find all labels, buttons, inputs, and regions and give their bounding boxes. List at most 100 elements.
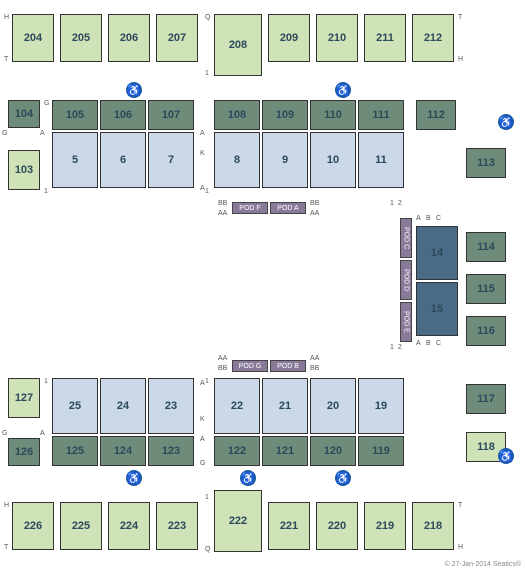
row-label: G (200, 460, 205, 467)
row-label: 1 (390, 200, 394, 207)
section-204[interactable]: 204 (12, 14, 54, 62)
section-106[interactable]: 106 (100, 100, 146, 130)
section-21[interactable]: 21 (262, 378, 308, 434)
pod-pod-g[interactable]: POD G (232, 360, 268, 372)
row-label: Q (205, 14, 210, 21)
section-112[interactable]: 112 (416, 100, 456, 130)
row-label: 2 (398, 344, 402, 351)
section-114[interactable]: 114 (466, 232, 506, 262)
pod-pod-b[interactable]: POD B (270, 360, 306, 372)
row-label: H (4, 502, 9, 509)
row-label: C (436, 215, 441, 222)
seating-chart: 2042052062072082092102112121041031051061… (0, 0, 525, 570)
section-220[interactable]: 220 (316, 502, 358, 550)
section-224[interactable]: 224 (108, 502, 150, 550)
row-label: H (458, 56, 463, 63)
section-115[interactable]: 115 (466, 274, 506, 304)
row-label: A (40, 430, 45, 437)
row-label: BB (310, 200, 319, 207)
section-122[interactable]: 122 (214, 436, 260, 466)
section-109[interactable]: 109 (262, 100, 308, 130)
section-117[interactable]: 117 (466, 384, 506, 414)
pod-pod-c[interactable]: POD C (400, 218, 412, 258)
section-125[interactable]: 125 (52, 436, 98, 466)
row-label: AA (310, 210, 319, 217)
section-19[interactable]: 19 (358, 378, 404, 434)
wheelchair-icon: ♿ (335, 470, 351, 486)
section-104[interactable]: 104 (8, 100, 40, 128)
section-24[interactable]: 24 (100, 378, 146, 434)
section-5[interactable]: 5 (52, 132, 98, 188)
copyright: © 27-Jan-2014 Seatics® (445, 561, 521, 568)
pod-pod-e[interactable]: POD E (400, 302, 412, 342)
section-14[interactable]: 14 (416, 226, 458, 280)
section-210[interactable]: 210 (316, 14, 358, 62)
section-20[interactable]: 20 (310, 378, 356, 434)
section-25[interactable]: 25 (52, 378, 98, 434)
section-121[interactable]: 121 (262, 436, 308, 466)
section-107[interactable]: 107 (148, 100, 194, 130)
section-126[interactable]: 126 (8, 438, 40, 466)
section-22[interactable]: 22 (214, 378, 260, 434)
row-label: G (44, 100, 49, 107)
row-label: T (458, 502, 462, 509)
section-219[interactable]: 219 (364, 502, 406, 550)
wheelchair-icon: ♿ (335, 82, 351, 98)
section-221[interactable]: 221 (268, 502, 310, 550)
section-211[interactable]: 211 (364, 14, 406, 62)
section-103[interactable]: 103 (8, 150, 40, 190)
section-222[interactable]: 222 (214, 490, 262, 552)
row-label: A (416, 215, 421, 222)
pod-pod-f[interactable]: POD F (232, 202, 268, 214)
section-225[interactable]: 225 (60, 502, 102, 550)
section-7[interactable]: 7 (148, 132, 194, 188)
row-label: 1 (390, 344, 394, 351)
section-110[interactable]: 110 (310, 100, 356, 130)
section-11[interactable]: 11 (358, 132, 404, 188)
row-label: 2 (398, 200, 402, 207)
section-124[interactable]: 124 (100, 436, 146, 466)
section-119[interactable]: 119 (358, 436, 404, 466)
section-23[interactable]: 23 (148, 378, 194, 434)
section-6[interactable]: 6 (100, 132, 146, 188)
section-207[interactable]: 207 (156, 14, 198, 62)
section-218[interactable]: 218 (412, 502, 454, 550)
pod-pod-d[interactable]: POD D (400, 260, 412, 300)
section-9[interactable]: 9 (262, 132, 308, 188)
section-123[interactable]: 123 (148, 436, 194, 466)
pod-pod-a[interactable]: POD A (270, 202, 306, 214)
row-label: AA (310, 355, 319, 362)
section-208[interactable]: 208 (214, 14, 262, 76)
section-205[interactable]: 205 (60, 14, 102, 62)
section-15[interactable]: 15 (416, 282, 458, 336)
row-label: AA (218, 210, 227, 217)
section-209[interactable]: 209 (268, 14, 310, 62)
row-label: A (200, 130, 205, 137)
section-113[interactable]: 113 (466, 148, 506, 178)
section-223[interactable]: 223 (156, 502, 198, 550)
wheelchair-icon: ♿ (498, 114, 514, 130)
section-8[interactable]: 8 (214, 132, 260, 188)
row-label: A (200, 185, 205, 192)
row-label: B (426, 340, 431, 347)
row-label: 1 (205, 494, 209, 501)
row-label: T (4, 56, 8, 63)
section-108[interactable]: 108 (214, 100, 260, 130)
section-226[interactable]: 226 (12, 502, 54, 550)
row-label: K (200, 416, 205, 423)
section-105[interactable]: 105 (52, 100, 98, 130)
wheelchair-icon: ♿ (240, 470, 256, 486)
row-label: BB (218, 365, 227, 372)
section-206[interactable]: 206 (108, 14, 150, 62)
section-120[interactable]: 120 (310, 436, 356, 466)
section-212[interactable]: 212 (412, 14, 454, 62)
row-label: A (40, 130, 45, 137)
section-111[interactable]: 111 (358, 100, 404, 130)
row-label: B (426, 215, 431, 222)
row-label: Q (205, 546, 210, 553)
row-label: T (4, 544, 8, 551)
section-10[interactable]: 10 (310, 132, 356, 188)
section-116[interactable]: 116 (466, 316, 506, 346)
wheelchair-icon: ♿ (126, 82, 142, 98)
section-127[interactable]: 127 (8, 378, 40, 418)
